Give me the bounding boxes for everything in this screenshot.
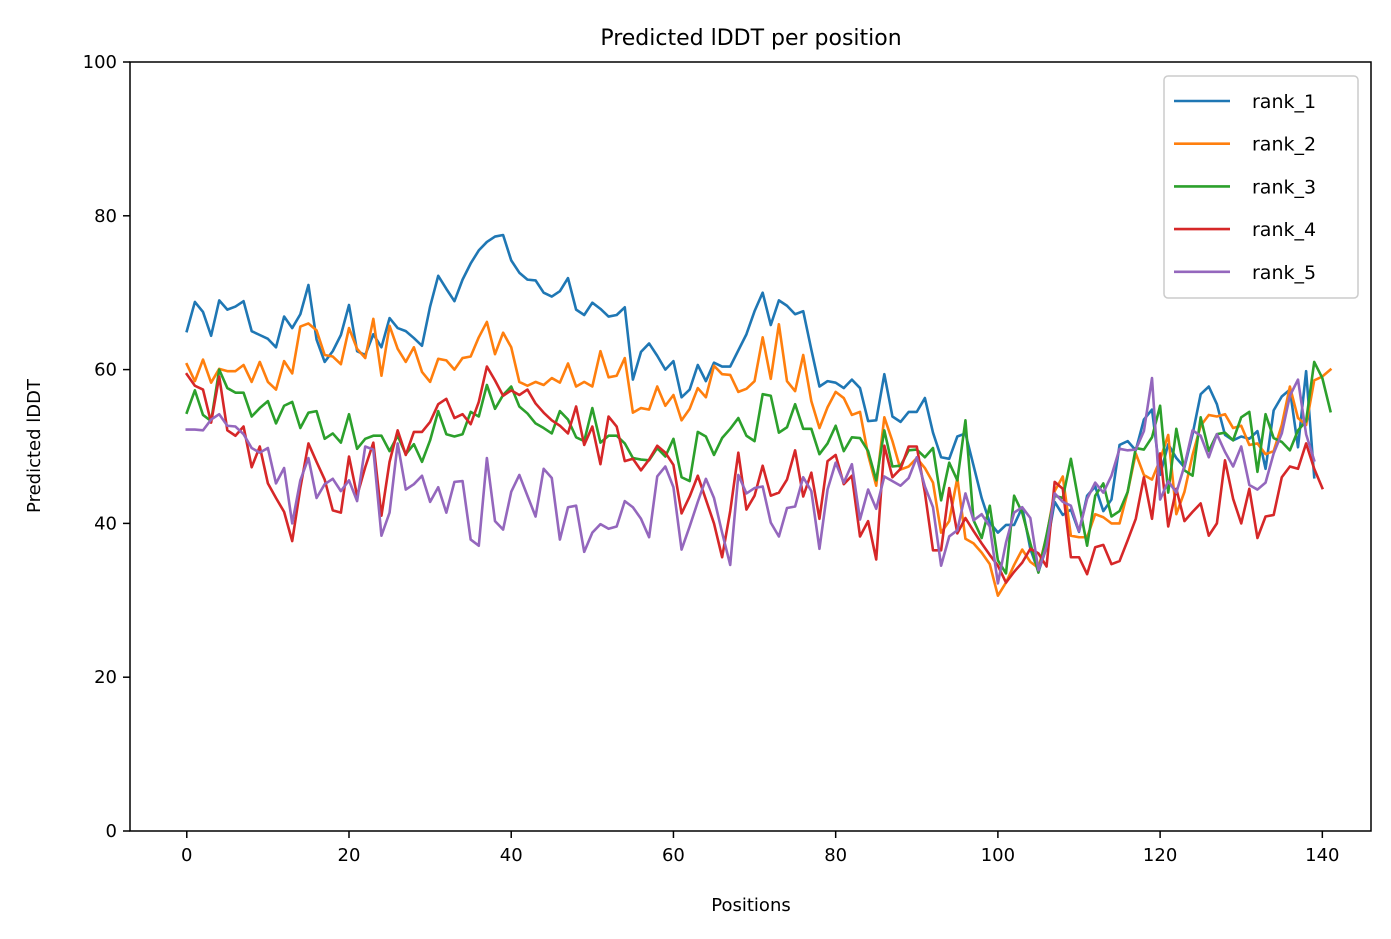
- x-axis-ticks: 0 20 40 60 80 100 120 140: [181, 831, 1340, 866]
- x-tick-label: 0: [181, 845, 192, 866]
- legend-box: [1163, 75, 1359, 299]
- x-tick-label: 120: [1143, 845, 1177, 866]
- y-tick-label: 100: [83, 52, 117, 73]
- y-tick-label: 0: [106, 821, 117, 842]
- y-tick-label: 60: [94, 360, 117, 381]
- y-tick-label: 40: [94, 513, 117, 534]
- chart-title: Predicted lDDT per position: [600, 26, 901, 51]
- legend: rank_1 rank_2 rank_3 rank_4 rank_5: [1163, 75, 1359, 299]
- x-tick-label: 100: [981, 845, 1015, 866]
- x-tick-label: 20: [338, 845, 361, 866]
- plot-frame: [129, 61, 1372, 832]
- y-axis-ticks: 0 20 40 60 80 100: [83, 52, 130, 842]
- legend-label: rank_5: [1252, 262, 1316, 284]
- x-tick-label: 80: [824, 845, 847, 866]
- x-tick-label: 140: [1305, 845, 1339, 866]
- series-line-rank_2: [185, 317, 1333, 597]
- x-tick-label: 40: [500, 845, 523, 866]
- legend-label: rank_2: [1252, 134, 1316, 156]
- legend-label: rank_3: [1252, 176, 1316, 198]
- x-tick-label: 60: [662, 845, 685, 866]
- legend-label: rank_1: [1252, 91, 1316, 113]
- series-lines: [184, 233, 1333, 597]
- series-line-rank_5: [185, 376, 1316, 585]
- y-tick-label: 80: [94, 206, 117, 227]
- y-axis-label: Predicted lDDT: [24, 378, 45, 513]
- series-line-rank_3: [185, 360, 1333, 575]
- x-axis-label: Positions: [711, 895, 790, 916]
- legend-label: rank_4: [1252, 219, 1316, 241]
- y-tick-label: 20: [94, 667, 117, 688]
